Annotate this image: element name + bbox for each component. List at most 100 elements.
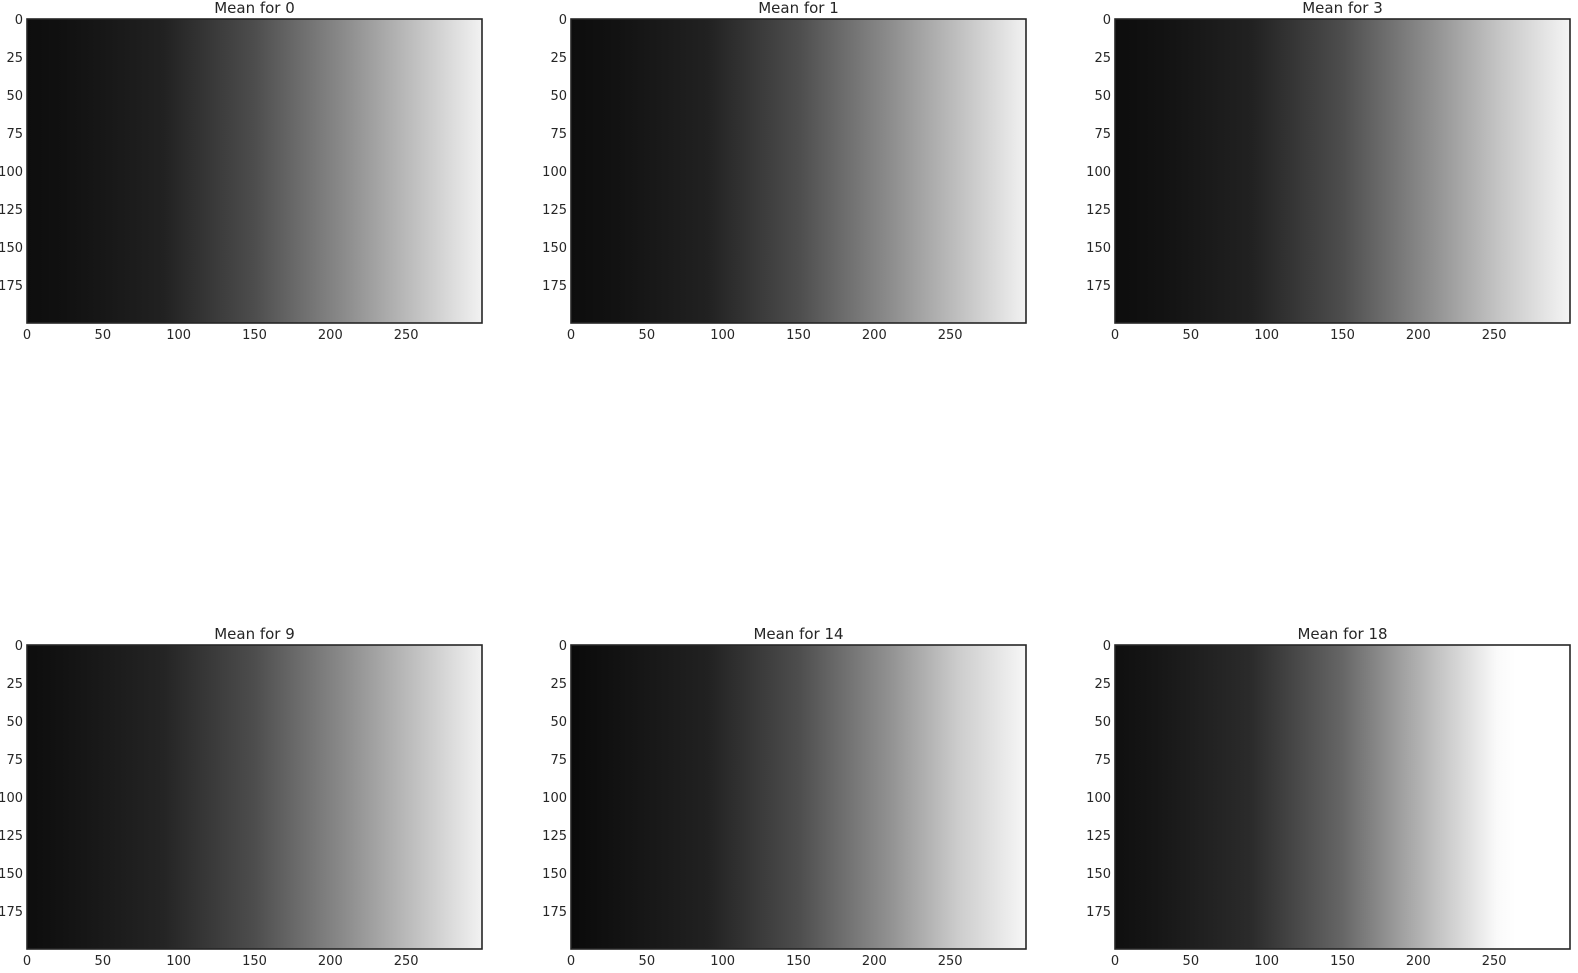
y-tick-label: 175 xyxy=(542,279,567,294)
y-tick-label: 50 xyxy=(1094,89,1111,104)
y-tick-label: 75 xyxy=(1094,753,1111,768)
y-tick-label: 175 xyxy=(1086,279,1111,294)
mean-image xyxy=(1115,645,1570,949)
y-tick-label: 175 xyxy=(542,905,567,920)
x-tick-label: 100 xyxy=(710,328,735,343)
y-tick-label: 175 xyxy=(0,279,23,294)
y-tick-label: 0 xyxy=(1103,13,1111,28)
x-tick-label: 150 xyxy=(1330,328,1355,343)
x-tick-label: 150 xyxy=(1330,954,1355,969)
y-tick-label: 150 xyxy=(0,867,23,882)
subplot-title: Mean for 0 xyxy=(214,0,295,17)
y-tick-label: 25 xyxy=(6,677,23,692)
subplot-6: Mean for 18 0 50 100 150 200 250 0 25 50 75 100 125 1… xyxy=(1086,625,1571,969)
x-tick-label: 50 xyxy=(95,328,112,343)
axes-frame xyxy=(1114,18,1571,324)
subplot-title: Mean for 18 xyxy=(1297,625,1387,643)
x-tick-label: 50 xyxy=(639,954,656,969)
x-tick-label: 150 xyxy=(242,954,267,969)
y-tick-label: 25 xyxy=(6,51,23,66)
y-tick-label: 50 xyxy=(550,89,567,104)
y-tick-label: 150 xyxy=(542,241,567,256)
subplot-1: Mean for 0 0 50 100 150 200 250 0 25 50 75 100 125 15… xyxy=(0,0,483,343)
y-tick-label: 75 xyxy=(1094,127,1111,142)
y-tick-label: 0 xyxy=(559,639,567,654)
y-tick-label: 125 xyxy=(542,203,567,218)
axes-frame xyxy=(26,18,483,324)
y-tick-label: 25 xyxy=(550,677,567,692)
y-tick-label: 50 xyxy=(6,715,23,730)
y-tick-label: 100 xyxy=(1086,791,1111,806)
x-tick-label: 100 xyxy=(710,954,735,969)
axes-frame xyxy=(570,18,1027,324)
axes-frame xyxy=(570,644,1027,950)
axes-frame xyxy=(1114,644,1571,950)
mean-image xyxy=(1115,19,1570,323)
y-tick-label: 100 xyxy=(1086,165,1111,180)
y-tick-label: 50 xyxy=(1094,715,1111,730)
x-tick-label: 50 xyxy=(95,954,112,969)
x-tick-label: 200 xyxy=(318,328,343,343)
y-tick-label: 75 xyxy=(550,127,567,142)
y-tick-label: 150 xyxy=(542,867,567,882)
x-tick-label: 200 xyxy=(862,328,887,343)
y-tick-label: 0 xyxy=(15,13,23,28)
x-tick-label: 100 xyxy=(166,328,191,343)
x-tick-label: 250 xyxy=(938,954,963,969)
y-tick-label: 25 xyxy=(550,51,567,66)
x-tick-label: 250 xyxy=(1482,954,1507,969)
subplot-title: Mean for 9 xyxy=(214,625,295,643)
y-tick-label: 25 xyxy=(1094,677,1111,692)
y-tick-label: 75 xyxy=(550,753,567,768)
mean-image xyxy=(27,645,482,949)
x-tick-label: 0 xyxy=(567,954,575,969)
axes-frame xyxy=(26,644,483,950)
x-tick-label: 200 xyxy=(1406,954,1431,969)
subplot-title: Mean for 1 xyxy=(758,0,839,17)
y-tick-label: 125 xyxy=(0,829,23,844)
subplot-5: Mean for 14 0 50 100 150 200 250 0 25 50 75 100 125 1… xyxy=(542,625,1027,969)
y-tick-label: 100 xyxy=(0,791,23,806)
mean-image xyxy=(571,19,1026,323)
y-tick-label: 100 xyxy=(542,165,567,180)
y-tick-label: 0 xyxy=(559,13,567,28)
y-tick-label: 125 xyxy=(1086,203,1111,218)
mean-image xyxy=(571,645,1026,949)
x-tick-label: 200 xyxy=(318,954,343,969)
y-tick-label: 100 xyxy=(542,791,567,806)
y-tick-label: 150 xyxy=(1086,867,1111,882)
x-tick-label: 250 xyxy=(394,328,419,343)
y-tick-label: 75 xyxy=(6,127,23,142)
x-tick-label: 150 xyxy=(786,954,811,969)
y-tick-label: 0 xyxy=(15,639,23,654)
y-tick-label: 0 xyxy=(1103,639,1111,654)
subplot-title: Mean for 14 xyxy=(753,625,843,643)
x-tick-label: 0 xyxy=(23,954,31,969)
y-tick-label: 25 xyxy=(1094,51,1111,66)
subplot-title: Mean for 3 xyxy=(1302,0,1383,17)
subplot-3: Mean for 3 0 50 100 150 200 250 0 25 50 75 100 125 15… xyxy=(1086,0,1571,343)
y-tick-label: 150 xyxy=(1086,241,1111,256)
x-tick-label: 250 xyxy=(938,328,963,343)
x-tick-label: 50 xyxy=(1183,954,1200,969)
x-tick-label: 150 xyxy=(786,328,811,343)
y-tick-label: 150 xyxy=(0,241,23,256)
x-tick-label: 0 xyxy=(23,328,31,343)
x-tick-label: 50 xyxy=(639,328,656,343)
x-tick-label: 250 xyxy=(1482,328,1507,343)
x-tick-label: 0 xyxy=(1111,328,1119,343)
y-tick-label: 125 xyxy=(1086,829,1111,844)
x-tick-label: 100 xyxy=(166,954,191,969)
y-tick-label: 175 xyxy=(0,905,23,920)
x-tick-label: 100 xyxy=(1254,328,1279,343)
x-tick-label: 0 xyxy=(1111,954,1119,969)
y-tick-label: 50 xyxy=(6,89,23,104)
x-tick-label: 150 xyxy=(242,328,267,343)
y-tick-label: 125 xyxy=(0,203,23,218)
x-tick-label: 200 xyxy=(1406,328,1431,343)
x-tick-label: 200 xyxy=(862,954,887,969)
y-tick-label: 75 xyxy=(6,753,23,768)
subplot-4: Mean for 9 0 50 100 150 200 250 0 25 50 75 100 125 15… xyxy=(0,625,483,969)
y-tick-label: 125 xyxy=(542,829,567,844)
